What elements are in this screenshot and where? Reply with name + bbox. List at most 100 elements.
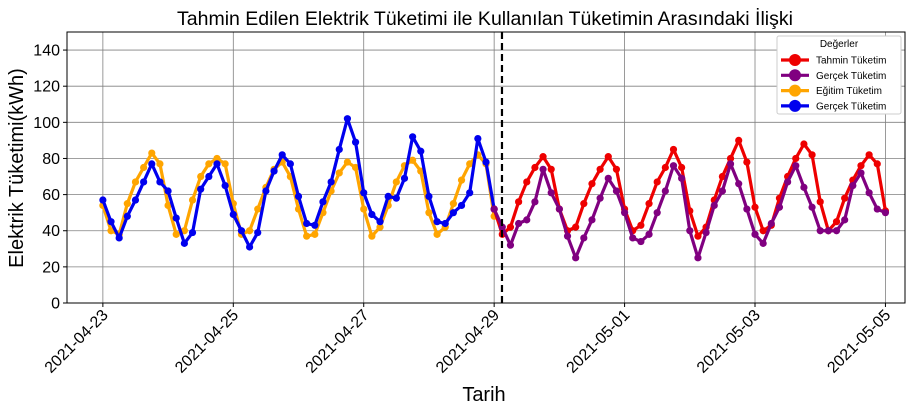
data-point [645, 200, 653, 208]
data-point [319, 198, 327, 206]
data-point [645, 230, 653, 238]
data-point [107, 218, 115, 226]
data-point [417, 147, 425, 155]
data-point [718, 172, 727, 181]
legend-title: Değerler [820, 39, 859, 50]
data-point [180, 239, 188, 247]
data-point [474, 134, 482, 143]
data-point [262, 187, 270, 195]
data-point [849, 181, 857, 190]
data-point [596, 165, 604, 173]
data-point [148, 160, 156, 168]
data-point [726, 154, 735, 163]
data-point [197, 185, 205, 193]
data-point [376, 218, 384, 226]
data-point [115, 234, 123, 242]
legend-marker [789, 99, 801, 112]
data-point [653, 178, 661, 186]
plot-series [99, 115, 890, 262]
series-1 [99, 115, 498, 251]
data-point [531, 163, 539, 172]
data-point [449, 200, 457, 208]
data-point [637, 237, 645, 246]
data-point [653, 209, 661, 217]
data-point [246, 243, 254, 251]
data-point [425, 192, 433, 201]
data-point [392, 194, 400, 202]
data-point [311, 221, 319, 229]
legend: Değerler Tahmin Tüketim Gerçek Tüketim Eği… [776, 35, 902, 115]
y-tick-label: 40 [42, 223, 60, 240]
data-point [694, 232, 702, 240]
data-point [523, 216, 531, 224]
data-point [792, 154, 800, 163]
data-point [180, 227, 188, 235]
data-point [523, 178, 531, 186]
data-point [254, 205, 262, 213]
data-point [572, 223, 580, 231]
data-point [751, 203, 759, 211]
legend-box [776, 35, 902, 115]
data-point [824, 227, 832, 235]
data-point [767, 219, 775, 228]
y-tick-label: 60 [42, 187, 60, 204]
data-point [368, 232, 376, 240]
data-point [188, 228, 197, 237]
data-point [841, 216, 849, 224]
data-point [873, 160, 881, 168]
data-point [449, 209, 457, 217]
data-point [384, 192, 392, 201]
data-point [572, 254, 580, 262]
data-point [466, 160, 474, 168]
data-point [409, 133, 417, 141]
data-point [555, 205, 563, 213]
data-point [351, 163, 360, 172]
data-point [661, 187, 669, 195]
data-point [506, 223, 515, 231]
data-point [311, 230, 319, 238]
data-point [270, 167, 278, 175]
data-point [140, 178, 148, 186]
data-point [466, 189, 474, 197]
data-point [131, 178, 140, 186]
y-axis-label: Elektrik Tüketimi(kWh) [6, 68, 28, 268]
data-point [857, 169, 865, 177]
data-point [213, 154, 221, 163]
data-point [148, 149, 156, 157]
data-point [498, 223, 506, 231]
data-point [164, 201, 172, 210]
data-point [425, 209, 433, 217]
data-point [604, 174, 612, 182]
data-point [678, 163, 686, 172]
grid [67, 32, 905, 304]
data-point [759, 239, 767, 247]
data-point [343, 115, 352, 123]
data-point [637, 221, 645, 229]
data-point [669, 162, 678, 170]
data-point [441, 219, 449, 228]
data-point [539, 153, 547, 161]
data-point [620, 209, 629, 217]
data-point [303, 232, 311, 240]
data-point [123, 200, 131, 208]
data-point [506, 241, 515, 249]
data-point [743, 158, 751, 166]
y-tick-label: 80 [42, 151, 60, 168]
x-axis-label: Tarih [462, 384, 505, 406]
data-point [197, 172, 205, 181]
data-point [718, 187, 727, 195]
data-point [775, 203, 784, 211]
legend-entry: Eğitim Tüketim [781, 84, 882, 97]
legend-marker [789, 54, 801, 66]
data-point [759, 227, 767, 235]
data-point [457, 201, 466, 210]
data-point [376, 223, 384, 231]
data-point [547, 189, 555, 197]
legend-label: Tahmin Tüketim [816, 56, 886, 67]
y-tick-label: 20 [42, 259, 60, 276]
data-point [164, 187, 172, 195]
data-point [156, 178, 164, 186]
data-point [400, 174, 409, 182]
data-point [286, 160, 294, 168]
